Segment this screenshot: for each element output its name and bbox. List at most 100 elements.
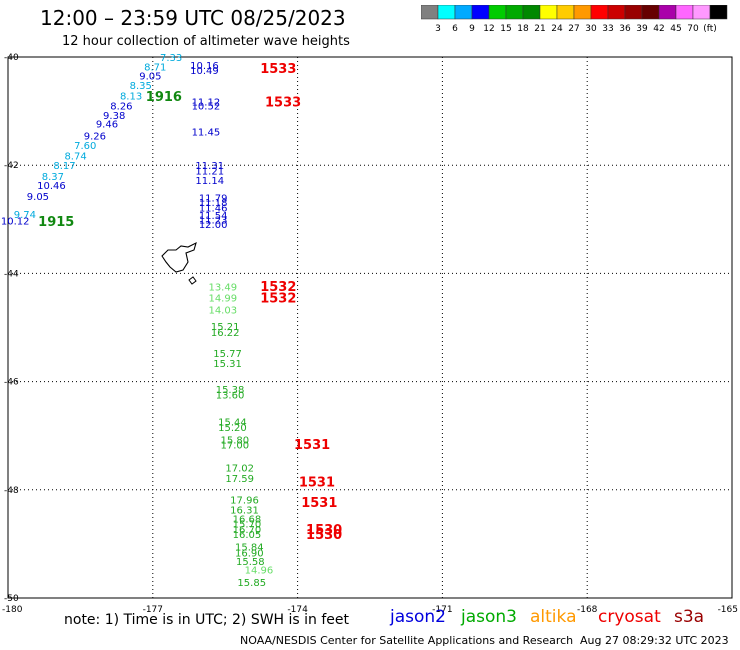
pitt-island-outline	[188, 276, 197, 285]
wave-height-reading: 15.77	[213, 349, 242, 360]
wave-height-reading: 17.59	[225, 474, 254, 485]
legend-tick-label: 12	[483, 24, 494, 34]
longitude-label: -171	[432, 605, 452, 615]
wave-height-reading: 14.96	[245, 565, 274, 576]
pass-time-label: 1530	[306, 528, 342, 543]
wave-height-reading: 17.96	[230, 496, 259, 507]
pass-time-label: 1530	[306, 523, 342, 538]
wave-height-reading: 16.22	[211, 328, 240, 339]
pass-time-label: 1533	[260, 62, 296, 77]
longitude-label: -168	[577, 605, 598, 615]
pass-time-label: 1916	[146, 90, 182, 105]
wave-height-reading: 16.70	[233, 525, 262, 536]
longitude-label: -165	[718, 605, 738, 615]
wave-height-reading: 11.23	[199, 215, 228, 226]
wave-height-reading: 10.16	[190, 61, 219, 72]
wave-height-reading: 9.26	[84, 131, 106, 142]
legend-tick-label: 30	[585, 24, 597, 34]
wave-height-reading: 15.80	[221, 435, 250, 446]
wave-height-reading: 11.12	[192, 97, 221, 108]
wave-height-reading: 11.46	[199, 203, 228, 214]
legend-jason2: jason2	[390, 607, 446, 627]
wave-height-reading: 7.60	[74, 141, 96, 152]
wave-height-reading: 12.00	[199, 220, 228, 231]
legend-swatch	[709, 5, 728, 20]
longitude-label: -177	[143, 605, 163, 615]
wave-height-reading: 11.31	[195, 161, 224, 172]
wave-height-reading: 8.35	[130, 81, 152, 92]
pass-time-label: 1532	[260, 280, 296, 295]
legend-tick-label: 3	[435, 24, 441, 34]
chatham-island-outline	[161, 241, 197, 273]
wave-height-reading: 14.99	[208, 294, 237, 305]
pass-time-label: 1915	[38, 215, 74, 230]
latitude-label: -48	[4, 486, 19, 496]
wave-height-reading: 15.85	[237, 578, 266, 589]
latitude-label: -42	[4, 161, 19, 171]
wave-height-reading: 16.90	[235, 549, 264, 560]
wave-height-reading: 16.05	[233, 530, 262, 541]
wave-height-reading: 9.46	[96, 120, 118, 131]
wave-height-color-legend: 3 6 9 12 15 18 21 24 27 30 33 36 39 42 45 70 (ft)	[421, 5, 728, 34]
legend-cryosat: cryosat	[598, 607, 661, 627]
wave-height-reading: 11.45	[192, 128, 221, 139]
legend-tick-label: 18	[517, 24, 529, 34]
wave-height-reading: 15.84	[235, 543, 264, 554]
legend-tick-label: 6	[452, 24, 458, 34]
wave-height-reading: 10.12	[1, 216, 30, 227]
wave-height-reading: 8.74	[64, 151, 86, 162]
legend-tick-label: 21	[534, 24, 545, 34]
pass-time-label: 1533	[265, 95, 301, 110]
legend-tick-label: 27	[568, 24, 579, 34]
pass-time-label: 1532	[260, 292, 296, 307]
wave-height-reading: 8.13	[120, 91, 142, 102]
wave-height-reading: 8.17	[53, 161, 75, 172]
footer-note: note: 1) Time is in UTC; 2) SWH is in fe…	[64, 612, 350, 628]
wave-height-reading: 7.33	[160, 53, 182, 64]
legend-tick-label: 36	[619, 24, 631, 34]
legend-tick-label: 15	[500, 24, 511, 34]
wave-height-reading: 9.05	[139, 71, 161, 82]
wave-height-reading: 15.70	[233, 519, 262, 530]
wave-height-reading: 14.03	[208, 306, 237, 317]
legend-tick-label: 42	[653, 24, 664, 34]
wave-height-reading: 16.68	[233, 514, 262, 525]
legend-tick-label: 9	[469, 24, 475, 34]
longitude-label: -174	[287, 605, 308, 615]
pass-time-label: 1531	[299, 476, 335, 491]
wave-height-reading: 11.18	[199, 198, 228, 209]
wave-height-reading: 11.21	[195, 167, 224, 178]
legend-s3a: s3a	[674, 607, 705, 627]
wave-height-reading: 11.54	[199, 211, 228, 222]
legend-tick-label: 70	[687, 24, 699, 34]
credit-text: NOAA/NESDIS Center for Satellite Applica…	[240, 634, 574, 647]
wave-height-reading: 10.52	[192, 102, 221, 113]
latitude-label: -46	[4, 378, 19, 388]
wave-height-reading: 10.46	[37, 181, 66, 192]
wave-height-reading: 15.31	[213, 359, 242, 370]
wave-height-reading: 15.21	[211, 322, 240, 333]
wave-height-reading: 11.79	[199, 194, 228, 205]
wave-height-reading: 11.14	[195, 176, 224, 187]
wave-height-reading: 15.38	[216, 385, 245, 396]
longitude-label: -180	[2, 605, 23, 615]
wave-height-reading: 13.49	[208, 282, 237, 293]
legend-tick-label: 33	[602, 24, 613, 34]
latitude-label: -40	[4, 53, 19, 63]
pass-time-label: 1531	[294, 438, 330, 453]
map-subtitle: 12 hour collection of altimeter wave hei…	[62, 34, 350, 49]
wave-height-reading: 13.60	[216, 391, 245, 402]
wave-height-reading: 8.26	[110, 102, 132, 113]
wave-height-reading: 17.00	[221, 440, 250, 451]
wave-height-reading: 10.49	[190, 66, 219, 77]
legend-jason3: jason3	[461, 607, 517, 627]
legend-altika: altika	[530, 607, 577, 627]
wave-height-reading: 8.71	[144, 63, 166, 74]
legend-tick-label: (ft)	[703, 24, 717, 34]
wave-height-reading: 9.05	[27, 192, 49, 203]
wave-height-reading: 9.74	[14, 210, 36, 221]
legend-tick-label: 24	[551, 24, 563, 34]
legend-tick-label: 39	[636, 24, 648, 34]
wave-height-reading: 15.20	[218, 423, 247, 434]
